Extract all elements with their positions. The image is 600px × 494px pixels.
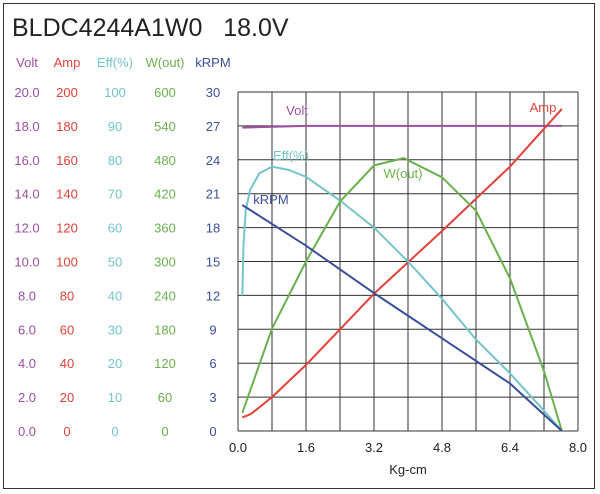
y-tick-label: 12.0 — [14, 221, 39, 236]
y-tick-label: 60 — [60, 322, 74, 337]
series-label-volt: Volt — [286, 103, 308, 118]
y-tick-label: 120 — [56, 221, 78, 236]
y-tick-label: 80 — [108, 153, 122, 168]
y-tick-label: 600 — [154, 85, 176, 100]
series-line-krpm — [241, 204, 563, 432]
y-tick-label: 100 — [104, 85, 126, 100]
series-label-krpm: kRPM — [253, 192, 288, 207]
x-tick-label: 8.0 — [569, 440, 587, 455]
series-line-amp — [241, 108, 563, 419]
x-axis-label: Kg-cm — [389, 462, 427, 477]
y-tick-label: 90 — [108, 119, 122, 134]
chart-frame — [3, 3, 595, 489]
y-tick-label: 6 — [209, 356, 216, 371]
y-tick-label: 4.0 — [18, 356, 36, 371]
y-tick-label: 18.0 — [14, 119, 39, 134]
y-tick-label: 40 — [108, 288, 122, 303]
y-tick-label: 30 — [206, 85, 220, 100]
y-tick-label: 0 — [111, 424, 118, 439]
series-label-amp: Amp — [530, 100, 557, 115]
y-tick-label: 14.0 — [14, 187, 39, 202]
y-tick-label: 300 — [154, 255, 176, 270]
y-tick-label: 180 — [154, 322, 176, 337]
y-tick-label: 70 — [108, 187, 122, 202]
x-tick-label: 4.8 — [433, 440, 451, 455]
y-tick-label: 40 — [60, 356, 74, 371]
axis-header-krpm: kRPM — [195, 55, 230, 70]
y-tick-label: 12 — [206, 288, 220, 303]
y-tick-label: 50 — [108, 255, 122, 270]
y-tick-label: 3 — [209, 390, 216, 405]
chart-title: BLDC4244A1W0 18.0V — [12, 14, 289, 42]
y-tick-label: 16.0 — [14, 153, 39, 168]
y-tick-label: 0.0 — [18, 424, 36, 439]
y-tick-label: 20 — [60, 390, 74, 405]
series-label-wout: W(out) — [384, 166, 423, 181]
y-tick-label: 120 — [154, 356, 176, 371]
y-tick-label: 21 — [206, 187, 220, 202]
axis-header-amp: Amp — [54, 55, 81, 70]
x-tick-label: 0.0 — [229, 440, 247, 455]
y-tick-label: 180 — [56, 119, 78, 134]
y-tick-label: 60 — [158, 390, 172, 405]
y-tick-label: 100 — [56, 255, 78, 270]
y-tick-label: 480 — [154, 153, 176, 168]
y-tick-label: 0 — [63, 424, 70, 439]
y-tick-label: 24 — [206, 153, 220, 168]
y-tick-label: 0 — [161, 424, 168, 439]
y-tick-label: 8.0 — [18, 288, 36, 303]
y-tick-label: 240 — [154, 288, 176, 303]
y-tick-label: 60 — [108, 221, 122, 236]
series-line-volt — [242, 124, 562, 129]
y-tick-label: 80 — [60, 288, 74, 303]
y-tick-label: 9 — [209, 322, 216, 337]
y-tick-label: 160 — [56, 153, 78, 168]
y-tick-label: 540 — [154, 119, 176, 134]
y-tick-label: 0 — [209, 424, 216, 439]
y-tick-label: 420 — [154, 187, 176, 202]
y-tick-label: 30 — [108, 322, 122, 337]
y-tick-label: 10 — [108, 390, 122, 405]
series-line-wout — [241, 157, 563, 432]
x-tick-label: 1.6 — [297, 440, 315, 455]
axis-header-volt: Volt — [16, 55, 38, 70]
y-tick-label: 6.0 — [18, 322, 36, 337]
y-tick-label: 360 — [154, 221, 176, 236]
axis-header-eff: Eff(%) — [97, 55, 133, 70]
y-tick-label: 200 — [56, 85, 78, 100]
series-label-eff: Eff(%) — [273, 148, 309, 163]
y-tick-label: 20.0 — [14, 85, 39, 100]
y-tick-label: 20 — [108, 356, 122, 371]
y-tick-label: 2.0 — [18, 390, 36, 405]
x-tick-label: 3.2 — [365, 440, 383, 455]
y-tick-label: 15 — [206, 255, 220, 270]
y-tick-label: 27 — [206, 119, 220, 134]
x-tick-label: 6.4 — [501, 440, 519, 455]
axis-header-wout: W(out) — [146, 55, 185, 70]
y-tick-label: 18 — [206, 221, 220, 236]
y-tick-label: 10.0 — [14, 255, 39, 270]
series-line-eff — [241, 165, 563, 432]
y-tick-label: 140 — [56, 187, 78, 202]
